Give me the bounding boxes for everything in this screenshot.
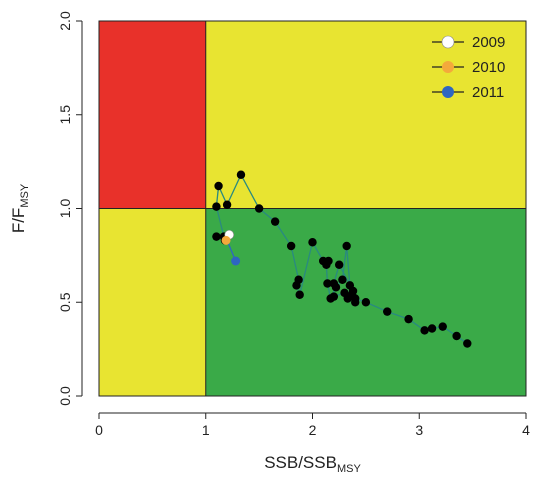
point-2010 [221,235,231,245]
data-point [338,275,347,284]
data-point [236,170,246,179]
data-point [340,288,349,298]
data-point [463,339,472,348]
data-point [351,298,360,307]
legend-label: 2010 [472,59,505,76]
y-tick-label: 1.5 [57,105,73,125]
y-tick-label: 0.0 [57,386,73,406]
point-2011 [231,256,241,266]
data-point [438,322,447,331]
legend-marker [442,86,454,98]
data-point [383,307,392,316]
y-axis-label-subscript: MSY [19,183,31,208]
data-point [270,217,280,226]
data-point [427,324,437,333]
data-point [420,326,429,335]
legend-marker [442,61,454,73]
y-axis-label-main: F/F [9,208,28,234]
data-point [214,181,223,191]
data-point [345,281,355,290]
data-point [452,331,461,341]
x-axis-label-main: SSB/SSB [264,453,337,472]
zone-yellow-top [205,21,526,209]
plot-frame [98,20,527,397]
x-axis-label: SSB/SSBMSY [264,453,361,475]
data-point [331,283,341,292]
x-axis-label-subscript: MSY [337,463,362,475]
data-point [342,241,351,251]
data-point [318,256,328,266]
x-tick-label: 2 [309,422,317,438]
data-point [308,238,317,247]
x-tick-label: 1 [202,422,210,438]
data-point [212,202,221,211]
zone-red [99,21,206,209]
data-point [294,275,303,284]
y-tick-label: 2.0 [57,11,73,31]
x-tick-label: 4 [522,422,530,438]
data-point [361,298,371,307]
legend-marker [441,35,455,49]
legend-label: 2011 [472,84,504,101]
y-tick-label: 0.5 [57,292,73,312]
y-tick-label: 1.0 [57,199,73,219]
zone-yellow-bottom [99,208,206,396]
data-point [326,294,335,303]
legend-label: 2009 [472,34,505,51]
x-tick-label: 0 [95,422,103,438]
data-point [212,232,221,241]
data-point [222,200,232,209]
data-point [254,204,264,213]
data-point [295,290,304,299]
y-axis-label: F/FMSY [9,183,31,233]
data-point [334,260,344,269]
data-point [404,314,413,324]
data-point [323,279,332,288]
data-point [286,241,296,251]
x-tick-label: 3 [415,422,423,438]
